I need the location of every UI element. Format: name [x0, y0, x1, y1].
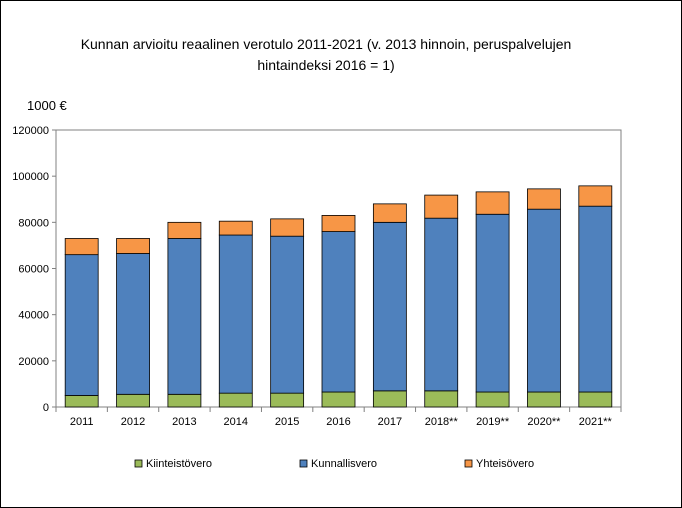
bar-segment-kiinteistövero [116, 393, 150, 408]
x-tick-label: 2021** [579, 416, 613, 428]
x-axis: 2011 2012 2013 2014 2015 2016 2017 2018** 2019**… [55, 407, 622, 428]
bar-segment-yhteisövero [578, 185, 613, 207]
bar-segment-kunnallisvero [116, 253, 150, 395]
legend-swatch-kiinteistövero [134, 459, 143, 468]
x-tick-label: 2020** [527, 416, 561, 428]
bar-segment-yhteisövero [218, 220, 253, 236]
bar-segment-yhteisövero [321, 215, 356, 232]
bar-segment-kiinteistövero [578, 391, 613, 408]
bar-segment-kunnallisvero [424, 217, 459, 392]
legend: Kiinteistövero Kunnallisvero Yhteisövero [134, 458, 534, 470]
x-tick-label: 2011 [70, 416, 94, 428]
x-tick-label: 2019** [476, 416, 510, 428]
x-tick-label: 2012 [121, 416, 145, 428]
x-tick-label: 2015 [275, 416, 299, 428]
y-tick-label: 100000 [12, 171, 49, 183]
bar-segment-kunnallisvero [527, 208, 561, 393]
bar-segment-kunnallisvero [321, 231, 356, 393]
x-tick-label: 2017 [378, 416, 402, 428]
legend-label: Yhteisövero [476, 458, 534, 470]
legend-swatch-kunnallisvero [299, 459, 308, 468]
bar-segment-kiinteistövero [218, 392, 253, 408]
chart-title: Kunnan arvioitu reaalinen verotulo 2011-… [81, 36, 572, 73]
bar-segment-kunnallisvero [372, 221, 407, 392]
x-tick-label: 2014 [224, 416, 248, 428]
chart-title-line-2: hintaindeksi 2016 = 1) [257, 57, 394, 73]
y-tick-label: 80000 [18, 217, 49, 229]
bar-segment-kunnallisvero [578, 205, 613, 393]
bar-segment-kunnallisvero [64, 254, 99, 396]
legend-swatch-yhteisövero [464, 459, 473, 468]
bar-segment-kiinteistövero [372, 390, 407, 408]
bar-segment-kiinteistövero [321, 391, 356, 408]
x-tick-label: 2013 [172, 416, 196, 428]
y-tick-label: 40000 [18, 310, 49, 322]
bar-segment-yhteisövero [527, 188, 561, 210]
bar-segment-yhteisövero [64, 238, 99, 256]
bar-segment-kiinteistövero [64, 395, 99, 408]
bar-segment-kunnallisvero [475, 213, 510, 393]
bar-series-group [64, 185, 613, 408]
bar-segment-yhteisövero [372, 203, 407, 223]
bar-segment-kiinteistövero [424, 390, 459, 408]
bar-segment-yhteisövero [270, 218, 305, 237]
y-axis-unit-label: 1000 € [27, 98, 68, 113]
legend-label: Kiinteistövero [146, 458, 212, 470]
chart-title-line-1: Kunnan arvioitu reaalinen verotulo 2011-… [81, 36, 572, 52]
y-tick-label: 20000 [18, 356, 49, 368]
legend-label: Kunnallisvero [311, 458, 377, 470]
bar-segment-yhteisövero [167, 221, 202, 239]
y-tick-label: 0 [43, 402, 49, 414]
x-tick-label: 2018** [425, 416, 459, 428]
bar-segment-kunnallisvero [270, 235, 305, 394]
bar-segment-kunnallisvero [167, 238, 202, 395]
bar-segment-kiinteistövero [527, 391, 561, 408]
bar-segment-kunnallisvero [218, 234, 253, 394]
bar-segment-yhteisövero [424, 194, 459, 219]
bar-segment-kiinteistövero [475, 391, 510, 408]
x-tick-label: 2016 [326, 416, 350, 428]
bar-segment-kiinteistövero [167, 393, 202, 408]
bar-segment-yhteisövero [475, 191, 510, 215]
bar-segment-yhteisövero [116, 238, 150, 254]
y-tick-label: 60000 [18, 264, 49, 276]
y-axis: 0 20000 40000 60000 80000 100000 120000 [12, 125, 56, 414]
bar-segment-kiinteistövero [270, 392, 305, 408]
y-tick-label: 120000 [12, 125, 49, 137]
